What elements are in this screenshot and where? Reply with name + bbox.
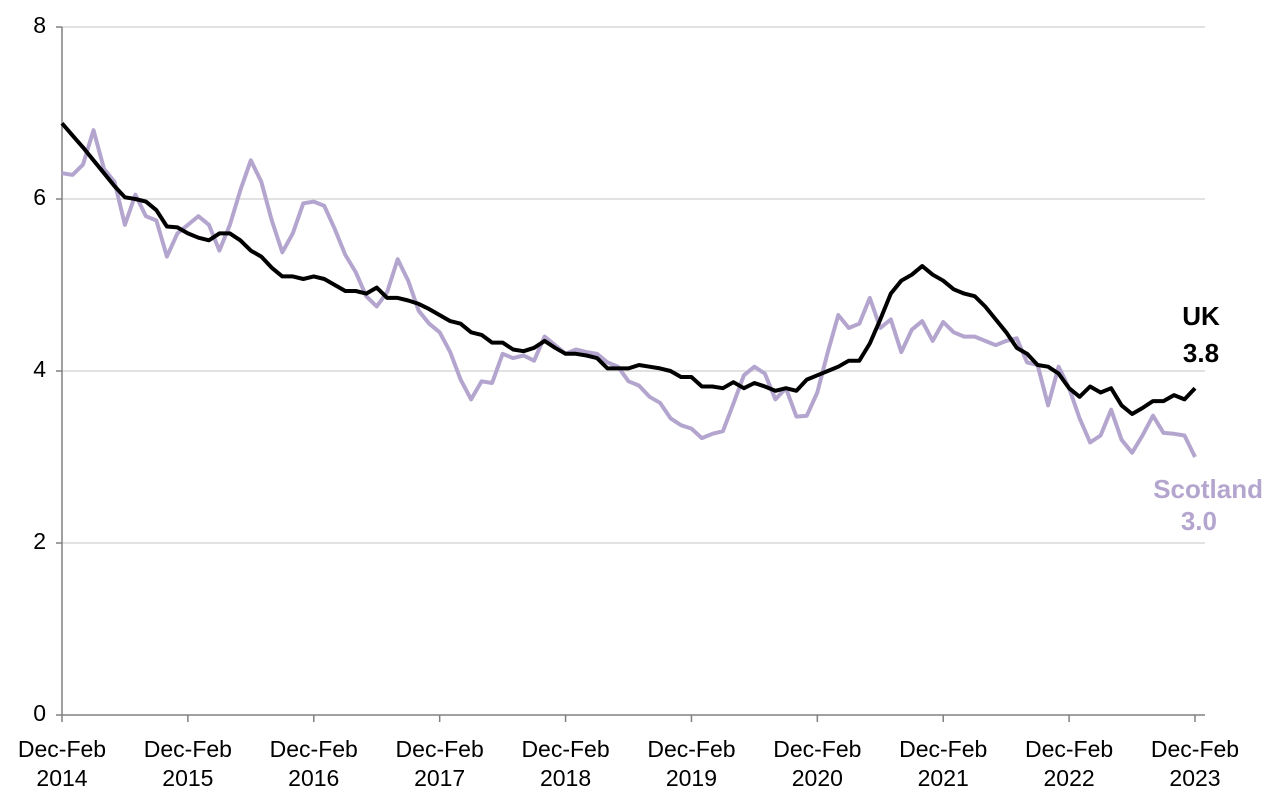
x-tick-label: Dec-Feb 2014 bbox=[17, 736, 107, 791]
x-tick-label: Dec-Feb 2020 bbox=[773, 736, 862, 791]
line-uk bbox=[60, 121, 1197, 416]
line-scotland bbox=[61, 128, 1197, 458]
y-tick-label: 0 bbox=[33, 700, 46, 726]
series-label: UK bbox=[1182, 301, 1220, 331]
x-tick-label: Dec-Feb 2017 bbox=[395, 736, 484, 791]
x-tick-label: Dec-Feb 2018 bbox=[521, 736, 610, 791]
y-tick-label: 6 bbox=[33, 184, 46, 210]
value-label: 3.0 bbox=[1181, 506, 1217, 536]
value-label: 3.8 bbox=[1183, 338, 1219, 368]
x-tick-label: Dec-Feb 2016 bbox=[269, 736, 358, 791]
y-tick-label: 8 bbox=[33, 12, 46, 38]
x-tick-label: Dec-Feb 2022 bbox=[1025, 736, 1114, 791]
y-tick-label: 4 bbox=[33, 356, 46, 382]
x-tick-label: Dec-Feb 2021 bbox=[899, 736, 988, 791]
x-tick-label: Dec-Feb 2015 bbox=[143, 736, 232, 791]
y-tick-label: 2 bbox=[33, 528, 46, 554]
series-label: Scotland bbox=[1153, 474, 1263, 504]
x-tick-label: Dec-Feb 2019 bbox=[647, 736, 736, 791]
x-tick-label: Dec-Feb 2023 bbox=[1150, 736, 1240, 791]
